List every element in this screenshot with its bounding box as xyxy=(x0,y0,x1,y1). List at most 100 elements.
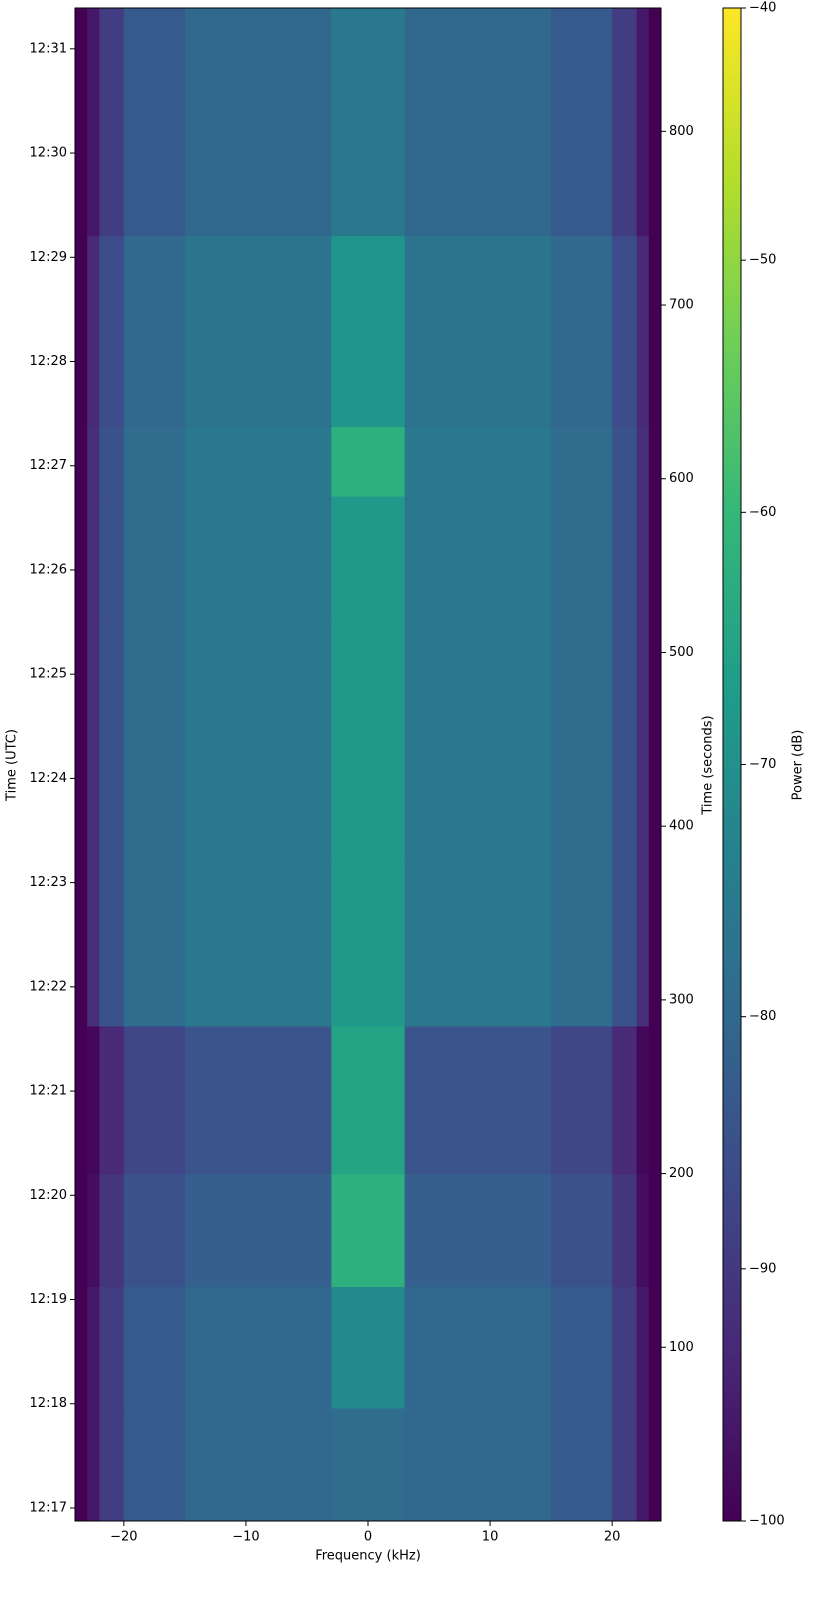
cell xyxy=(636,1408,650,1522)
cell xyxy=(75,496,88,619)
cell xyxy=(123,1408,186,1522)
y-tick-label: 12:26 xyxy=(30,562,67,577)
cell xyxy=(87,426,100,497)
cell xyxy=(87,1173,100,1287)
cell xyxy=(551,235,613,428)
y-axis-label: Time (UTC) xyxy=(5,729,20,802)
cell xyxy=(75,1173,88,1287)
y-tick-label: 12:24 xyxy=(30,771,67,786)
y2-tick-label: 800 xyxy=(669,124,694,139)
cell xyxy=(123,8,186,237)
cell xyxy=(404,1025,552,1175)
cell xyxy=(612,860,638,1027)
cell xyxy=(123,1025,186,1175)
cell xyxy=(99,1408,125,1522)
cell xyxy=(404,1408,552,1522)
colorbar-tick-label: −80 xyxy=(749,1009,776,1024)
cell xyxy=(612,1286,638,1409)
cell xyxy=(184,496,332,619)
cell xyxy=(612,8,638,237)
y-tick-label: 12:25 xyxy=(30,667,67,682)
cell xyxy=(612,617,638,862)
cell xyxy=(87,1286,100,1409)
cell xyxy=(99,860,125,1027)
y2-tick-label: 700 xyxy=(669,298,694,313)
cell xyxy=(184,1408,332,1522)
cell xyxy=(648,8,662,237)
cell xyxy=(648,496,662,619)
cell xyxy=(648,1286,662,1409)
cell xyxy=(551,860,613,1027)
cell xyxy=(75,1408,88,1522)
cell xyxy=(331,1025,406,1175)
cell xyxy=(99,617,125,862)
cell xyxy=(404,617,552,862)
cell xyxy=(75,617,88,862)
cell xyxy=(184,235,332,428)
cell xyxy=(551,426,613,497)
cell xyxy=(648,426,662,497)
y-tick-label: 12:20 xyxy=(30,1188,67,1203)
cell xyxy=(636,1286,650,1409)
y2-tick-label: 400 xyxy=(669,819,694,834)
cell xyxy=(99,1173,125,1287)
x-tick-label: −20 xyxy=(110,1530,137,1545)
cell xyxy=(648,1025,662,1175)
spectrogram xyxy=(75,8,662,1522)
y-tick-label: 12:23 xyxy=(30,875,67,890)
cell xyxy=(612,1173,638,1287)
y2-tick-label: 300 xyxy=(669,992,694,1007)
cell xyxy=(636,1025,650,1175)
cell xyxy=(75,8,88,237)
cell xyxy=(87,1408,100,1522)
cell xyxy=(184,617,332,862)
cell xyxy=(404,235,552,428)
cell xyxy=(99,426,125,497)
cell xyxy=(184,1025,332,1175)
cell xyxy=(331,8,406,237)
cell xyxy=(331,860,406,1027)
y2-tick-label: 100 xyxy=(669,1340,694,1355)
cell xyxy=(75,1286,88,1409)
cell xyxy=(123,235,186,428)
cell xyxy=(184,1286,332,1409)
cell xyxy=(648,860,662,1027)
cell xyxy=(612,1408,638,1522)
y-tick-label: 12:27 xyxy=(30,458,67,473)
cell xyxy=(636,496,650,619)
cell xyxy=(99,496,125,619)
cell xyxy=(551,8,613,237)
cell xyxy=(636,235,650,428)
colorbar-tick-label: −60 xyxy=(749,505,776,520)
cell xyxy=(648,1173,662,1287)
cell xyxy=(87,860,100,1027)
cell xyxy=(87,8,100,237)
cell xyxy=(75,426,88,497)
cell xyxy=(612,426,638,497)
cell xyxy=(404,496,552,619)
y2-axis-label: Time (seconds) xyxy=(701,715,716,815)
cell xyxy=(87,496,100,619)
cell xyxy=(75,860,88,1027)
y-tick-label: 12:22 xyxy=(30,979,67,994)
cell xyxy=(636,860,650,1027)
cell xyxy=(87,235,100,428)
y-tick-label: 12:19 xyxy=(30,1292,67,1307)
x-tick-label: 10 xyxy=(482,1530,499,1545)
y-tick-label: 12:30 xyxy=(30,146,67,161)
cell xyxy=(331,1286,406,1409)
cell xyxy=(404,1173,552,1287)
cell xyxy=(636,426,650,497)
cell xyxy=(612,496,638,619)
colorbar-tick-label: −90 xyxy=(749,1261,776,1276)
cell xyxy=(551,496,613,619)
cell xyxy=(648,617,662,862)
colorbar-tick-label: −50 xyxy=(749,253,776,268)
cell xyxy=(331,235,406,428)
cell xyxy=(123,1286,186,1409)
colorbar-label: Power (dB) xyxy=(791,730,806,801)
y-tick-label: 12:21 xyxy=(30,1084,67,1099)
colorbar xyxy=(722,7,742,1522)
cell xyxy=(612,235,638,428)
